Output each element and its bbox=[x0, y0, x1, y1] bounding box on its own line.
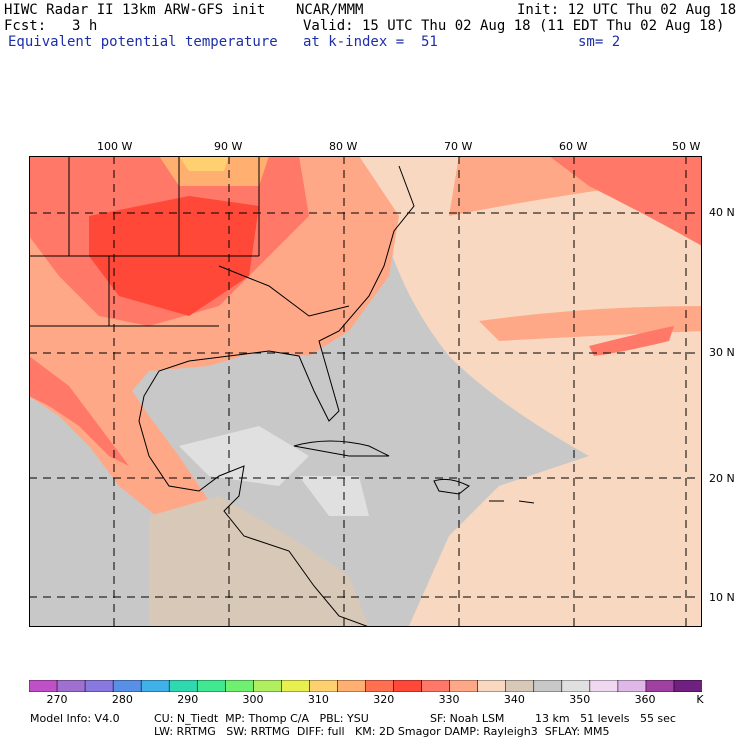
model-source: NCAR/MMM bbox=[296, 2, 364, 18]
coastlines bbox=[29, 156, 535, 627]
mexico-hot bbox=[29, 356, 129, 466]
lat-label-10n: 10 N bbox=[709, 591, 735, 604]
colorbar-swatch bbox=[168, 680, 199, 692]
mid-atlantic-peak bbox=[589, 326, 674, 356]
subtropical-warm-area bbox=[409, 456, 702, 626]
colorbar-swatch bbox=[421, 680, 451, 692]
init-time: Init: 12 UTC Thu 02 Aug 18 bbox=[517, 2, 737, 18]
valid-time: Valid: 15 UTC Thu 02 Aug 18 (11 EDT Thu … bbox=[303, 18, 725, 34]
colorbar-tick-label: 330 bbox=[438, 693, 460, 706]
northern-cool-core bbox=[179, 156, 229, 171]
lon-label-50w: 50 W bbox=[672, 140, 701, 153]
forecast-hour: 3 h bbox=[72, 18, 98, 34]
colorbar-swatch bbox=[477, 680, 507, 692]
colorbar-tick-label: 320 bbox=[373, 693, 395, 706]
colorbar-tick-label: 290 bbox=[177, 693, 199, 706]
colorbar-swatch bbox=[140, 680, 171, 692]
colorbar-swatch bbox=[533, 680, 563, 692]
smoothing-label: sm= 2 bbox=[578, 34, 621, 50]
colorbar-swatch bbox=[196, 680, 227, 692]
footer-grid: 13 km 51 levels 55 sec bbox=[535, 712, 676, 725]
colorbar-swatch bbox=[393, 680, 423, 692]
atlantic-warm-area bbox=[329, 156, 702, 456]
north-atlantic-peak bbox=[549, 156, 702, 246]
footer-physics: CU: N_Tiedt MP: Thomp C/A PBL: YSU bbox=[154, 712, 369, 725]
colorbar-swatch bbox=[505, 680, 535, 692]
colorbar-swatch bbox=[617, 680, 647, 692]
colorbar-tick-label: 360 bbox=[634, 693, 656, 706]
colorbar-swatch bbox=[281, 680, 311, 692]
colorbar-swatch bbox=[365, 680, 395, 692]
lon-label-100w: 100 W bbox=[97, 140, 133, 153]
colorbar bbox=[29, 680, 702, 692]
lon-label-70w: 70 W bbox=[444, 140, 473, 153]
colorbar-swatch bbox=[84, 680, 114, 692]
level-label: at k-index = 51 bbox=[303, 34, 438, 50]
field-name: Equivalent potential temperature bbox=[8, 34, 278, 50]
colorbar-swatch bbox=[337, 680, 367, 692]
colorbar-swatch bbox=[589, 680, 619, 692]
caribbean-light-area bbox=[299, 476, 369, 516]
map-frame bbox=[29, 156, 702, 627]
colorbar-tick-label: 270 bbox=[46, 693, 68, 706]
colorbar-tick-label: 310 bbox=[307, 693, 329, 706]
colorbar-swatch bbox=[112, 680, 142, 692]
central-america-area bbox=[149, 496, 369, 627]
colorbar-swatch bbox=[253, 680, 283, 692]
lat-label-30n: 30 N bbox=[709, 346, 735, 359]
colorbar-swatch bbox=[449, 680, 479, 692]
footer-model-info: Model Info: V4.0 bbox=[30, 712, 120, 725]
colorbar-tick-label: 350 bbox=[569, 693, 591, 706]
forecast-label: Fcst: bbox=[4, 18, 47, 34]
colorbar-swatch bbox=[309, 680, 339, 692]
lat-lon-grid bbox=[29, 156, 702, 627]
lon-label-80w: 80 W bbox=[329, 140, 358, 153]
colorbar-tick-label: 300 bbox=[242, 693, 264, 706]
map-title: HIWC Radar II 13km ARW-GFS init bbox=[4, 2, 266, 18]
gulf-light-area bbox=[179, 426, 309, 486]
colorbar-swatch bbox=[673, 680, 702, 692]
lat-label-20n: 20 N bbox=[709, 472, 735, 485]
colorbar-tick-label: 280 bbox=[111, 693, 133, 706]
lon-label-90w: 90 W bbox=[214, 140, 243, 153]
colorbar-tick-label: 340 bbox=[503, 693, 525, 706]
lon-label-60w: 60 W bbox=[559, 140, 588, 153]
colorbar-swatch bbox=[645, 680, 675, 692]
colorbar-swatch bbox=[56, 680, 86, 692]
theta-e-map bbox=[29, 156, 702, 627]
footer-surface: SF: Noah LSM bbox=[430, 712, 505, 725]
colorbar-unit: K bbox=[696, 693, 704, 706]
colorbar-swatch bbox=[561, 680, 591, 692]
lat-label-40n: 40 N bbox=[709, 206, 735, 219]
colorbar-swatch bbox=[29, 680, 58, 692]
colorbar-swatch bbox=[224, 680, 255, 692]
footer-radiation: LW: RRTMG SW: RRTMG DIFF: full KM: 2D Sm… bbox=[154, 725, 610, 738]
